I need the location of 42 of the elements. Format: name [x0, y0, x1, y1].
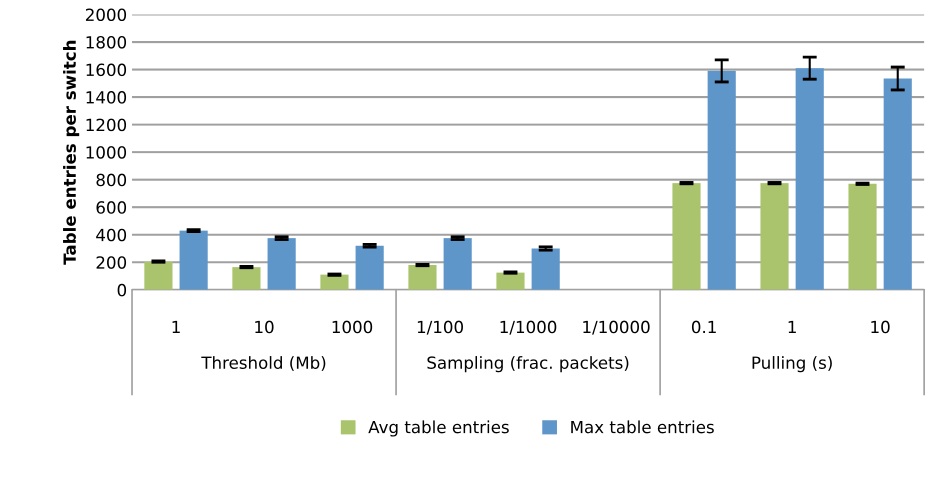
x-tick-label: 0.1 — [692, 320, 716, 334]
y-tick-label: 800 — [96, 174, 126, 186]
bar — [796, 68, 824, 290]
text: Threshold (Mb) — [201, 356, 326, 371]
legend-label: Max table entries — [571, 420, 714, 434]
bar — [268, 238, 296, 290]
x-tick-label: 1 — [788, 320, 796, 334]
bar — [144, 262, 173, 290]
text: Sampling (frac. packets) — [427, 356, 628, 372]
y-tick-label: 1000 — [86, 146, 126, 159]
y-tick-label: 200 — [96, 256, 126, 269]
x-tick-label: 1/1000 — [500, 320, 556, 335]
y-tick-label: 1200 — [86, 118, 126, 132]
x-tick-label: 1000 — [332, 320, 372, 334]
bar — [672, 183, 701, 290]
y-tick-label: 1400 — [86, 91, 126, 104]
x-tick-label: 10 — [255, 320, 274, 334]
y-tick-label: 2000 — [86, 8, 126, 22]
y-tick-label: 600 — [96, 201, 126, 214]
y-tick-label: 1800 — [86, 36, 126, 49]
y-tick-label: 0 — [118, 284, 126, 296]
bar — [884, 78, 912, 290]
x-tick-label: 1/100 — [418, 320, 463, 335]
bar — [532, 248, 560, 290]
bar — [408, 265, 437, 290]
legend-label: Avg table entries — [368, 420, 509, 437]
bar — [760, 183, 789, 290]
text: Pulling (s) — [752, 356, 832, 372]
bar — [356, 246, 384, 290]
x-tick-label: 1 — [172, 320, 180, 334]
bar — [232, 267, 261, 290]
x-tick-label: 1/10000 — [583, 320, 650, 335]
bar — [496, 272, 525, 290]
bar — [444, 238, 472, 290]
x-tick-label: 10 — [871, 320, 890, 334]
y-tick-label: 400 — [96, 228, 126, 242]
y-tick-label: 1600 — [86, 64, 126, 76]
bar — [320, 274, 349, 290]
bar — [180, 230, 208, 290]
y-axis-title: Table entries per switch — [63, 40, 80, 265]
bar — [708, 70, 736, 290]
bar — [848, 184, 877, 290]
